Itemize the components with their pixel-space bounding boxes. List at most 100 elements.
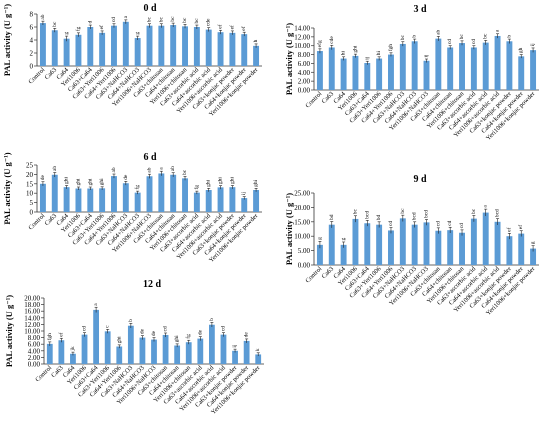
- bar: [134, 38, 141, 66]
- bar: [364, 223, 371, 265]
- y-axis-label: PAL activity (U g⁻¹): [4, 295, 14, 367]
- significance-letter: ef: [517, 225, 524, 229]
- significance-letter: de: [123, 174, 129, 180]
- significance-letter: ghi: [174, 335, 180, 343]
- significance-letter: bc: [194, 18, 200, 24]
- bar: [423, 60, 430, 90]
- y-tick-label: 0.00: [28, 361, 41, 369]
- significance-letter: a: [495, 29, 501, 32]
- bar: [170, 174, 177, 212]
- y-axis-label: PAL activity (U g⁻¹): [2, 152, 12, 224]
- y-axis-label: PAL activity (U g⁻¹): [284, 193, 294, 265]
- significance-letter: g: [530, 241, 536, 244]
- significance-letter: bcd: [495, 209, 501, 217]
- significance-letter: bcd: [424, 210, 430, 218]
- significance-letter: g: [135, 32, 141, 35]
- significance-letter: bd: [376, 215, 382, 221]
- significance-letter: ghi: [352, 45, 358, 53]
- significance-letter: fgh: [46, 333, 53, 341]
- significance-letter: ghi: [99, 178, 105, 186]
- bar: [81, 334, 88, 364]
- bar: [423, 222, 430, 265]
- bar: [328, 47, 335, 90]
- bar: [494, 221, 501, 265]
- significance-letter: bc: [170, 16, 176, 22]
- significance-letter: cd: [163, 326, 169, 331]
- bar: [518, 56, 525, 90]
- y-tick-label: 2.00: [298, 78, 311, 86]
- bar: [376, 58, 383, 90]
- significance-letter: fgh: [387, 44, 394, 52]
- y-tick-label: 20.00: [294, 204, 310, 212]
- significance-letter: ghi: [87, 178, 93, 186]
- significance-letter: ij: [241, 192, 247, 196]
- significance-letter: ab: [147, 167, 153, 172]
- bar: [243, 340, 250, 364]
- bar: [253, 45, 260, 66]
- y-tick-label: 15: [26, 180, 34, 188]
- y-tick-label: 0.00: [298, 262, 311, 270]
- bar: [87, 27, 94, 66]
- bar: [193, 192, 200, 212]
- significance-letter: ij: [530, 43, 536, 47]
- bar: [75, 188, 82, 212]
- significance-letter: bc: [52, 21, 58, 27]
- significance-letter: bc: [471, 208, 477, 214]
- bar: [482, 42, 489, 90]
- significance-letter: cd: [471, 39, 477, 44]
- y-tick-label: 8.00: [28, 334, 41, 342]
- bar: [435, 230, 442, 265]
- bar: [253, 190, 260, 212]
- bar: [158, 25, 165, 66]
- chart-panel: 12 d PAL activity (U g⁻¹) 0.002.004.006.00…: [4, 279, 264, 416]
- y-tick-label: 5.00: [298, 247, 311, 255]
- y-tick-label: 10: [26, 190, 34, 198]
- y-tick-label: 25.00: [294, 190, 310, 198]
- bar: [255, 354, 262, 364]
- significance-letter: ghi: [75, 178, 81, 186]
- significance-letter: bd: [329, 214, 335, 220]
- significance-letter: g: [341, 237, 347, 240]
- bar: [494, 35, 501, 90]
- bar: [229, 32, 236, 66]
- bar: [75, 34, 82, 66]
- significance-letter: de: [197, 329, 203, 335]
- bar: [174, 345, 181, 364]
- bar: [197, 338, 204, 364]
- y-tick-label: 4.00: [28, 347, 41, 355]
- y-tick-label: 10.00: [294, 42, 310, 50]
- significance-letter: ef: [57, 332, 64, 336]
- bar: [182, 178, 188, 212]
- significance-letter: b: [209, 318, 215, 321]
- bar: [470, 218, 477, 265]
- bar: [447, 230, 454, 265]
- y-tick-label: 2: [30, 50, 34, 58]
- significance-letter: jk: [70, 346, 76, 352]
- bar: [63, 187, 70, 212]
- significance-letter: bc: [400, 208, 406, 214]
- significance-letter: cd: [447, 39, 453, 44]
- significance-letter: a: [93, 303, 99, 306]
- bar: [459, 43, 465, 90]
- bar: [51, 30, 58, 66]
- bar: [70, 353, 76, 364]
- significance-letter: de: [139, 328, 145, 334]
- bar: [352, 218, 359, 265]
- y-axis-label: PAL activity (U g⁻¹): [284, 23, 294, 95]
- y-tick-label: 4: [30, 37, 34, 45]
- bar: [459, 232, 465, 265]
- bar: [470, 47, 477, 90]
- bar: [122, 183, 129, 212]
- significance-letter: ab: [170, 166, 176, 171]
- significance-letter: b: [128, 319, 134, 322]
- y-tick-label: 16.00: [24, 308, 40, 316]
- significance-letter: cd: [220, 326, 226, 331]
- bar: [111, 176, 117, 212]
- y-tick-label: 12.00: [24, 321, 40, 329]
- significance-letter: ab: [40, 14, 46, 19]
- bar: [316, 51, 323, 90]
- chart-title: 3 d: [413, 4, 427, 15]
- bar: [158, 173, 165, 212]
- y-tick-label: 20.00: [24, 295, 40, 303]
